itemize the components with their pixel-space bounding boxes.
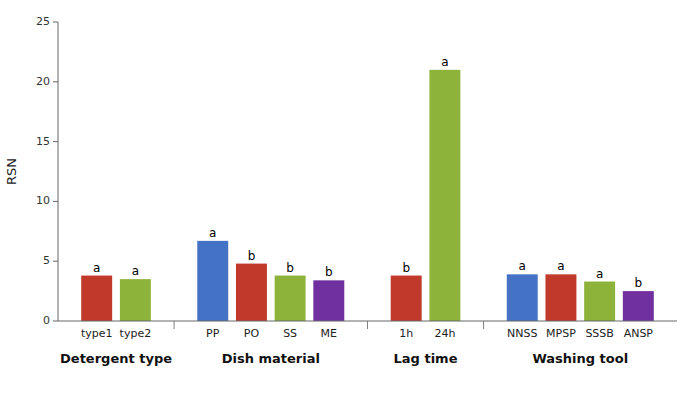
- group-label: Lag time: [394, 351, 458, 366]
- x-tick-label: NNSS: [507, 327, 537, 340]
- chart: 0 5 10 15 20 25 RSN a type1 a type2 a PP b PO b SS b ME b 1h…: [0, 0, 693, 393]
- group-separator: [367, 321, 368, 329]
- bar-annotation: a: [93, 261, 100, 275]
- x-tick-label: PP: [206, 327, 220, 340]
- x-tick-label: PO: [244, 327, 260, 340]
- y-tick: [53, 141, 58, 142]
- x-tick-label: ME: [321, 327, 337, 340]
- bar: [313, 280, 344, 321]
- bar-annotation: a: [519, 259, 526, 273]
- bar-annotation: a: [441, 55, 448, 69]
- y-axis: 0 5 10 15 20 25: [36, 15, 58, 327]
- y-tick-label: 25: [36, 15, 50, 28]
- bar: [275, 276, 306, 321]
- bar-annotation: b: [325, 265, 333, 279]
- bar-annotation: a: [132, 264, 139, 278]
- y-tick-label: 5: [43, 254, 50, 267]
- x-tick-label: 1h: [399, 327, 413, 340]
- bar: [545, 274, 576, 321]
- x-tick-label: type2: [120, 327, 152, 340]
- y-tick: [53, 261, 58, 262]
- bar-annotation: b: [248, 249, 256, 263]
- y-tick: [53, 321, 58, 322]
- bar: [197, 241, 228, 321]
- bar: [391, 276, 422, 321]
- group-label: Washing tool: [532, 351, 628, 366]
- bar-annotation: b: [635, 276, 643, 290]
- bar: [120, 279, 151, 321]
- y-tick: [53, 201, 58, 202]
- group-label: Detergent type: [60, 351, 172, 366]
- y-tick-label: 20: [36, 75, 50, 88]
- bars: [81, 70, 654, 321]
- bar-annotation: b: [286, 261, 294, 275]
- bar-annotation: a: [596, 267, 603, 281]
- bar-annotation: a: [557, 259, 564, 273]
- y-tick: [53, 22, 58, 23]
- bar: [429, 70, 460, 321]
- bar: [584, 282, 615, 321]
- y-tick-label: 15: [36, 135, 50, 148]
- group-separator: [174, 321, 175, 329]
- x-tick-label: SSSB: [585, 327, 614, 340]
- bar: [623, 291, 654, 321]
- y-tick-label: 0: [43, 314, 50, 327]
- bar: [236, 264, 267, 321]
- bar: [507, 274, 538, 321]
- labels: a type1 a type2 a PP b PO b SS b ME b 1h a 24h a NNSS a MPS…: [60, 55, 653, 366]
- x-tick-label: ANSP: [624, 327, 654, 340]
- x-tick-label: MPSP: [546, 327, 576, 340]
- group-label: Dish material: [222, 351, 320, 366]
- x-tick-label: 24h: [434, 327, 455, 340]
- group-separator: [483, 321, 484, 329]
- x-tick-label: SS: [283, 327, 297, 340]
- y-axis-line: [58, 22, 59, 321]
- x-tick-label: type1: [81, 327, 113, 340]
- bar: [81, 276, 112, 321]
- bar-annotation: b: [402, 261, 410, 275]
- y-tick-label: 10: [36, 194, 50, 207]
- bar-annotation: a: [209, 226, 216, 240]
- y-axis-label: RSN: [4, 158, 19, 185]
- y-tick: [53, 81, 58, 82]
